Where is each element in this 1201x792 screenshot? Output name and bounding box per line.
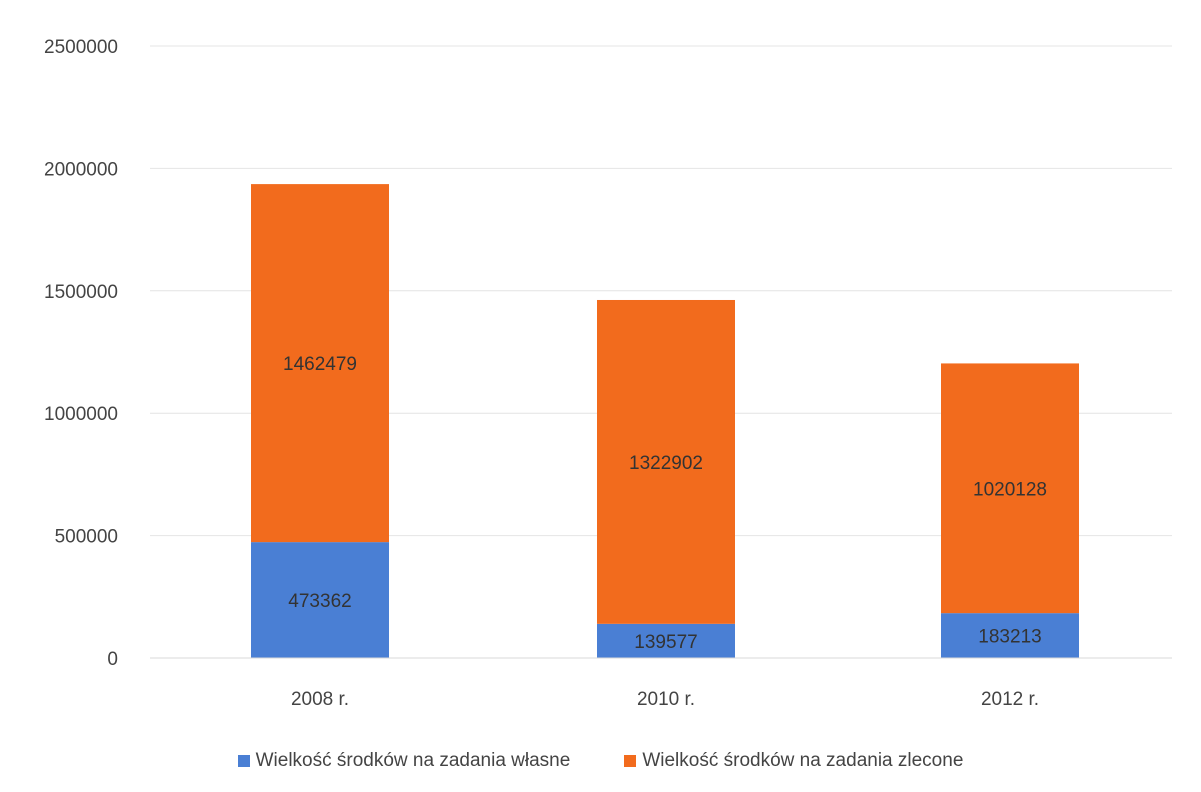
- y-axis: 0 500000 1000000 1500000 2000000 2500000: [44, 37, 118, 670]
- x-tick-label: 2008 r.: [291, 689, 349, 710]
- data-label: 183213: [978, 627, 1041, 648]
- y-tick-label: 1000000: [44, 404, 118, 425]
- legend-label-commissioned-tasks: Wielkość środków na zadania zlecone: [642, 750, 964, 771]
- data-label: 1462479: [283, 354, 357, 375]
- legend-item-own-tasks: Wielkość środków na zadania własne: [237, 750, 571, 772]
- bar-segment: [597, 623, 735, 658]
- legend: Wielkość środków na zadania własne Wielk…: [0, 750, 1201, 772]
- y-tick-label: 2500000: [44, 37, 118, 58]
- stacked-bar-chart: 0 500000 1000000 1500000 2000000 2500000 4733…: [44, 37, 1172, 710]
- y-tick-label: 500000: [55, 527, 118, 548]
- legend-label-own-tasks: Wielkość środków na zadania własne: [255, 750, 571, 771]
- data-label: 1020128: [973, 479, 1047, 500]
- bar-segment: [251, 542, 389, 658]
- data-label: 139577: [634, 632, 697, 653]
- data-labels: 473362 1462479 139577 1322902 183213 1020128: [283, 354, 1047, 653]
- data-label: 1322902: [629, 453, 703, 474]
- y-tick-label: 1500000: [44, 282, 118, 303]
- x-axis: 2008 r. 2010 r. 2012 r.: [150, 657, 1172, 710]
- x-tick-label: 2010 r.: [637, 689, 695, 710]
- bar-segment: [941, 613, 1079, 658]
- bars: [251, 184, 1079, 658]
- x-tick-label: 2012 r.: [981, 689, 1039, 710]
- bar-segment: [251, 184, 389, 543]
- bar-segment: [941, 363, 1079, 614]
- bar-segment: [597, 299, 735, 624]
- y-tick-label: 2000000: [44, 159, 118, 180]
- legend-swatch-commissioned-tasks: [624, 755, 637, 767]
- y-tick-label: 0: [107, 649, 118, 670]
- legend-swatch-own-tasks: [237, 755, 250, 767]
- data-label: 473362: [288, 591, 351, 612]
- legend-item-commissioned-tasks: Wielkość środków na zadania zlecone: [624, 750, 963, 772]
